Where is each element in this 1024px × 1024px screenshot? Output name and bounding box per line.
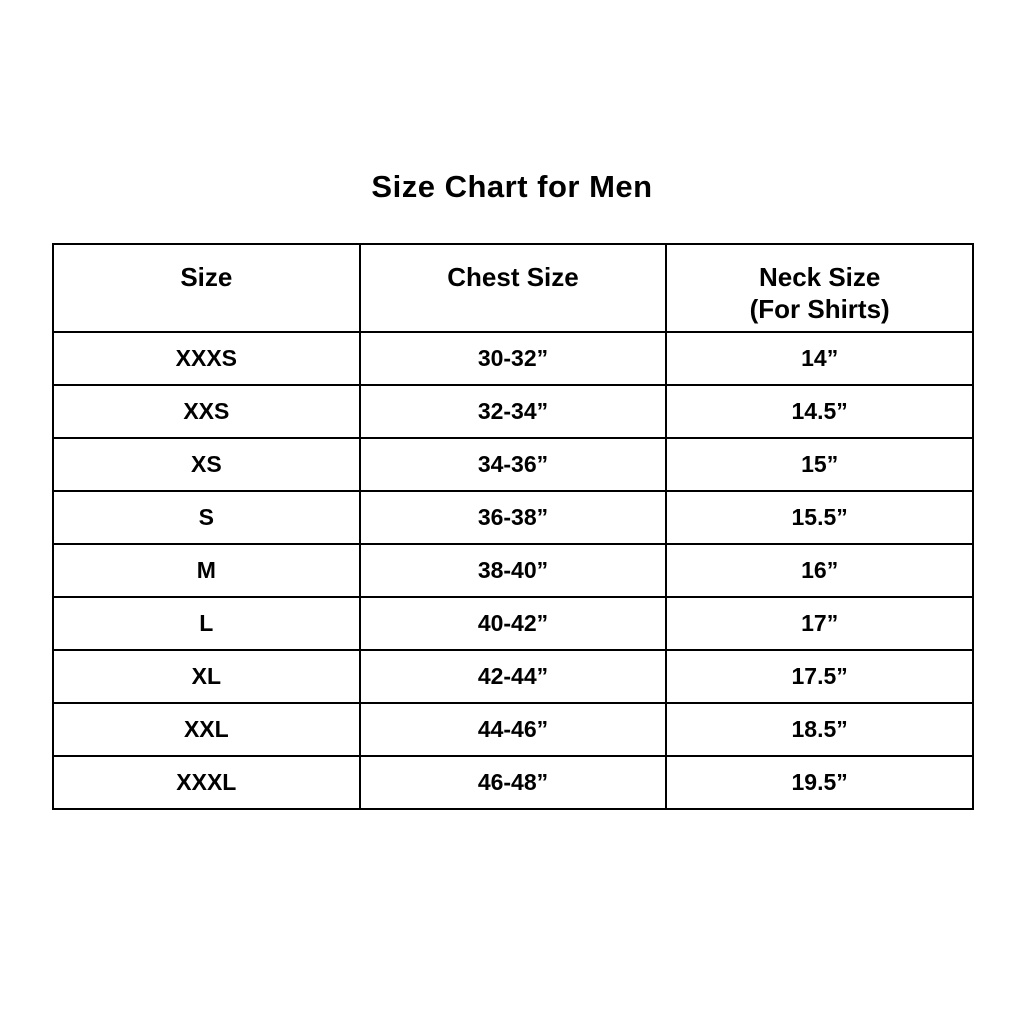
column-header-neck-size-subline: (For Shirts) — [749, 294, 890, 324]
neck-size-cell: 14” — [665, 331, 974, 386]
column-header-neck-size-label: Neck Size — [758, 262, 881, 292]
size-cell: XXXS — [52, 331, 361, 386]
chest-size-cell: 40-42” — [358, 596, 668, 651]
size-cell: XXXL — [52, 755, 361, 810]
table-row-xl: XL 42-44” 17.5” — [52, 649, 974, 704]
chest-size-cell: 36-38” — [358, 490, 668, 545]
table-row-s: S 36-38” 15.5” — [52, 490, 974, 545]
table-row-xxl: XXL 44-46” 18.5” — [52, 702, 974, 757]
column-header-chest-size-label: Chest Size — [447, 262, 579, 292]
size-cell: XXL — [52, 702, 361, 757]
neck-size-cell: 14.5” — [665, 384, 974, 439]
chest-size-cell: 42-44” — [358, 649, 668, 704]
size-cell: XL — [52, 649, 361, 704]
chest-size-cell: 30-32” — [358, 331, 668, 386]
chest-size-cell: 38-40” — [358, 543, 668, 598]
size-cell: M — [52, 543, 361, 598]
column-header-chest-size: Chest Size — [358, 243, 668, 333]
table-header-row: Size Chest Size Neck Size (For Shirts) — [52, 243, 974, 333]
neck-size-cell: 15.5” — [665, 490, 974, 545]
table-row-xxxl: XXXL 46-48” 19.5” — [52, 755, 974, 810]
column-header-size: Size — [52, 243, 361, 333]
table-row-l: L 40-42” 17” — [52, 596, 974, 651]
chest-size-cell: 34-36” — [358, 437, 668, 492]
table-row-xxs: XXS 32-34” 14.5” — [52, 384, 974, 439]
column-header-neck-size: Neck Size (For Shirts) — [665, 243, 974, 333]
neck-size-cell: 19.5” — [665, 755, 974, 810]
neck-size-cell: 16” — [665, 543, 974, 598]
chest-size-cell: 32-34” — [358, 384, 668, 439]
table-row-m: M 38-40” 16” — [52, 543, 974, 598]
size-cell: XS — [52, 437, 361, 492]
neck-size-cell: 15” — [665, 437, 974, 492]
size-cell: S — [52, 490, 361, 545]
chest-size-cell: 44-46” — [358, 702, 668, 757]
size-cell: XXS — [52, 384, 361, 439]
neck-size-cell: 17” — [665, 596, 974, 651]
table-row-xs: XS 34-36” 15” — [52, 437, 974, 492]
page-title: Size Chart for Men — [371, 169, 653, 204]
neck-size-cell: 17.5” — [665, 649, 974, 704]
chest-size-cell: 46-48” — [358, 755, 668, 810]
size-chart-table: Size Chest Size Neck Size (For Shirts) X… — [52, 243, 974, 810]
size-cell: L — [52, 596, 361, 651]
table-row-xxxs: XXXS 30-32” 14” — [52, 331, 974, 386]
column-header-size-label: Size — [180, 262, 233, 292]
neck-size-cell: 18.5” — [665, 702, 974, 757]
